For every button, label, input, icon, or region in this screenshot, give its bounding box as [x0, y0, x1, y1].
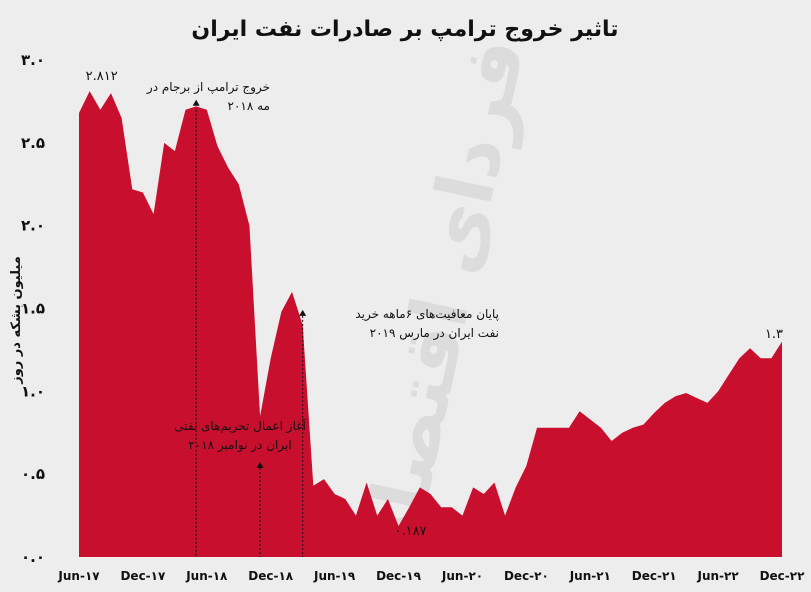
- y-axis: ۰.۰ ۰.۵ ۱.۰ ۱.۵ ۲.۰ ۲.۵ ۳.۰: [21, 51, 45, 566]
- x-tick-label: Jun-۲۱: [569, 569, 611, 583]
- x-tick-label: Jun-۱۷: [57, 569, 100, 583]
- area-layer: [79, 91, 782, 558]
- y-axis-label: میلیون بشکه در روز: [9, 256, 24, 385]
- jcpoa-exit-marker: [192, 99, 200, 106]
- sanctions-marker: [256, 462, 264, 468]
- x-tick-label: Jun-۲۰: [441, 569, 483, 583]
- y-tick-label: ۱.۰: [21, 382, 45, 400]
- x-tick-label: Jun-۲۲: [697, 569, 740, 583]
- x-tick-label: Dec-۱۸: [248, 569, 294, 583]
- chart-title: تاثیر خروج ترامپ بر صادرات نفت ایران: [191, 17, 618, 42]
- min-value-label: ۰.۱۸۷: [395, 524, 427, 539]
- x-tick-label: Dec-۱۹: [376, 569, 422, 583]
- annotations: ۲.۸۱۲ خروج ترامپ از برجام در مه ۲۰۱۸ آغاز ا…: [86, 69, 783, 539]
- sanctions-annotation: آغاز اعمال تحریم‌های نفتی: [174, 418, 306, 434]
- x-tick-label: Dec-۲۱: [632, 569, 677, 583]
- last-value-label: ۱.۳: [765, 327, 783, 342]
- y-tick-label: ۰.۵: [21, 465, 45, 483]
- jcpoa-exit-annotation: مه ۲۰۱۸: [228, 99, 270, 113]
- waivers-marker: [299, 309, 307, 316]
- y-tick-label: ۰.۰: [21, 548, 45, 566]
- x-tick-label: Jun-۱۸: [185, 569, 228, 583]
- x-axis: Jun-۱۷ Dec-۱۷ Jun-۱۸ Dec-۱۸ Jun-۱۹ Dec-۱۹ Jun-…: [57, 569, 805, 583]
- export-area: [79, 91, 782, 558]
- y-tick-label: ۳.۰: [21, 51, 45, 69]
- y-tick-label: ۲.۵: [21, 134, 45, 152]
- y-tick-label: ۱.۵: [21, 300, 45, 318]
- waivers-annotation: نفت ایران در مارس ۲۰۱۹: [370, 326, 499, 341]
- x-tick-label: Jun-۱۹: [313, 569, 356, 583]
- x-tick-label: Dec-۱۷: [120, 569, 166, 583]
- x-tick-label: Dec-۲۰: [504, 569, 549, 583]
- sanctions-annotation: ایران در نوامبر ۲۰۱۸: [188, 438, 291, 453]
- peak-value-label: ۲.۸۱۲: [86, 69, 118, 84]
- x-tick-label: Dec-۲۲: [760, 569, 806, 583]
- annotation-lines: [195, 109, 304, 557]
- watermark: فردای اقتصاد: [346, 31, 542, 559]
- jcpoa-exit-annotation: خروج ترامپ از برجام در: [146, 80, 270, 95]
- y-tick-label: ۲.۰: [21, 217, 45, 235]
- waivers-annotation: پایان معافیت‌های ۶ماهه خرید: [355, 307, 499, 322]
